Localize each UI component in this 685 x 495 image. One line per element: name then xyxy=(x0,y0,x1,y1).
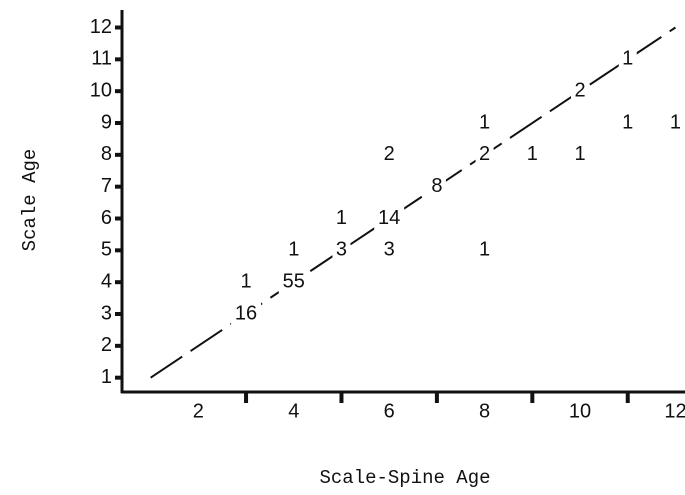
label-bg xyxy=(278,271,309,294)
label-bg xyxy=(475,143,494,166)
y-tick-label: 8 xyxy=(101,143,112,165)
y-tick-label: 5 xyxy=(101,239,112,261)
label-bg xyxy=(380,143,399,166)
label-bg xyxy=(332,207,351,230)
y-tick-label: 7 xyxy=(101,175,112,197)
label-bg xyxy=(618,48,637,71)
count-label: 2 xyxy=(479,143,490,165)
count-label: 1 xyxy=(622,48,633,70)
y-tick-label: 9 xyxy=(101,111,112,133)
count-label: 16 xyxy=(235,302,257,324)
count-label: 1 xyxy=(336,207,347,229)
x-tick-label: 6 xyxy=(384,400,395,422)
x-tick-label: 2 xyxy=(193,400,204,422)
count-label: 1 xyxy=(240,270,251,292)
label-bg xyxy=(571,143,590,166)
label-bg xyxy=(523,143,542,166)
label-bg xyxy=(231,303,262,326)
y-tick-label: 1 xyxy=(101,366,112,388)
label-bg xyxy=(475,239,494,262)
y-tick-label: 2 xyxy=(101,334,112,356)
x-tick-label: 10 xyxy=(569,400,591,422)
count-label: 2 xyxy=(574,79,585,101)
count-label: 1 xyxy=(479,111,490,133)
label-bg xyxy=(380,239,399,262)
count-label: 1 xyxy=(527,143,538,165)
y-tick-label: 4 xyxy=(101,270,112,292)
y-tick-label: 12 xyxy=(90,16,112,38)
count-label: 1 xyxy=(622,111,633,133)
count-label: 1 xyxy=(670,111,681,133)
count-label: 55 xyxy=(283,270,305,292)
label-bg xyxy=(374,207,405,230)
y-tick-label: 11 xyxy=(91,48,112,70)
label-bg xyxy=(332,239,351,262)
x-tick-label: 12 xyxy=(664,400,685,422)
label-bg xyxy=(618,112,637,135)
label-bg xyxy=(427,175,446,198)
label-bg xyxy=(475,112,494,135)
label-bg xyxy=(571,80,590,103)
label-bg xyxy=(284,239,303,262)
count-label: 1 xyxy=(479,239,490,261)
x-tick-label: 4 xyxy=(288,400,299,422)
count-label: 14 xyxy=(378,207,400,229)
x-tick-label: 8 xyxy=(479,400,490,422)
label-bg xyxy=(237,271,256,294)
y-tick-label: 10 xyxy=(90,79,112,101)
label-bg xyxy=(666,112,685,135)
x-axis-title: Scale-Spine Age xyxy=(319,467,490,489)
count-label: 3 xyxy=(384,239,395,261)
count-label: 2 xyxy=(384,143,395,165)
y-axis-title: Scale Age xyxy=(19,149,41,252)
count-label: 8 xyxy=(431,175,442,197)
y-tick-label: 3 xyxy=(101,302,112,324)
y-tick-label: 6 xyxy=(101,207,112,229)
reference-line xyxy=(150,26,677,379)
count-label: 1 xyxy=(288,239,299,261)
count-label: 3 xyxy=(336,239,347,261)
count-label: 1 xyxy=(574,143,585,165)
